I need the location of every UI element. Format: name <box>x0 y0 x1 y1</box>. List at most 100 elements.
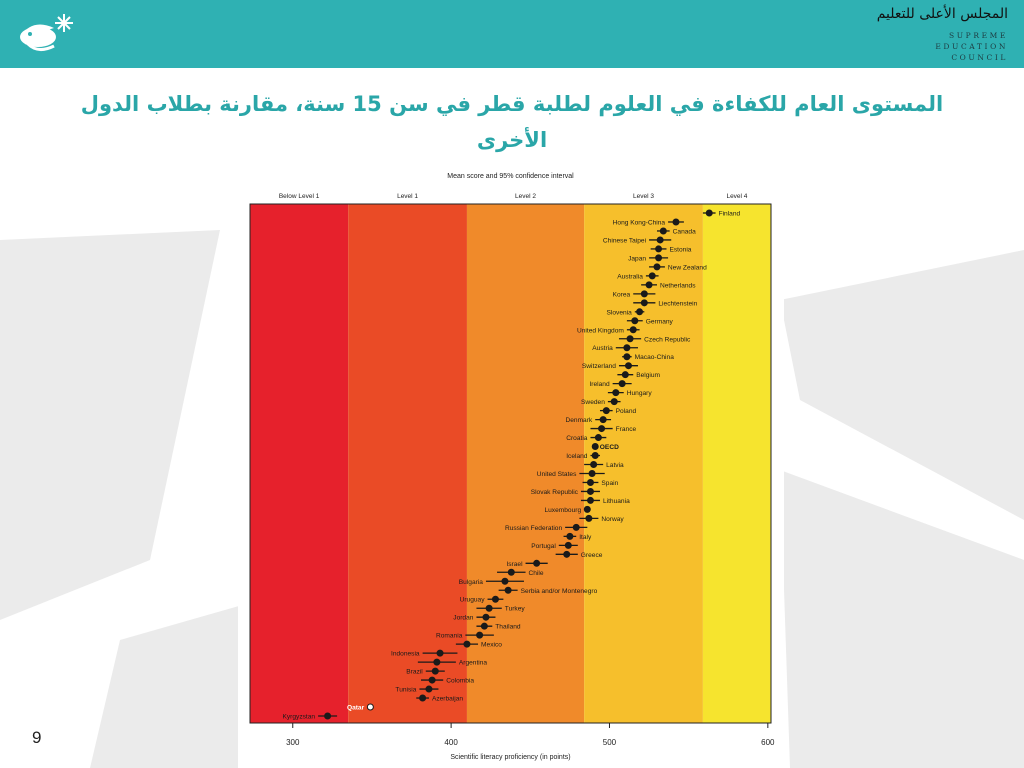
country-label: Sweden <box>581 399 605 406</box>
country-label: Indonesia <box>391 651 420 658</box>
country-label: Argentina <box>459 660 488 667</box>
country-label: Poland <box>616 408 637 415</box>
mean-marker <box>590 461 598 468</box>
country-label: Macao-China <box>635 354 675 361</box>
country-label: Croatia <box>566 435 588 442</box>
country-label: Serbia and/or Montenegro <box>521 588 598 595</box>
mean-marker <box>636 308 644 316</box>
mean-marker <box>585 514 593 522</box>
country-label: United States <box>537 471 577 478</box>
x-tick-label: 300 <box>286 738 300 747</box>
country-label: Belgium <box>636 372 660 379</box>
mean-marker <box>564 541 572 549</box>
mean-marker <box>428 676 436 684</box>
mean-marker <box>623 353 631 361</box>
country-label: Slovak Republic <box>531 489 579 496</box>
mean-marker <box>599 416 607 424</box>
country-label: New Zealand <box>668 264 707 271</box>
mean-marker <box>705 209 713 217</box>
country-label: Czech Republic <box>644 336 691 343</box>
country-label: Hungary <box>627 390 653 397</box>
x-tick-label: 400 <box>444 738 458 747</box>
mean-marker <box>533 559 541 567</box>
country-label: Brazil <box>406 669 423 676</box>
mean-marker <box>640 299 648 307</box>
country-label: Estonia <box>669 246 691 253</box>
mean-marker <box>591 452 599 460</box>
country-label: Chile <box>529 570 544 577</box>
country-label: Canada <box>673 228 696 235</box>
plot-frame <box>249 203 772 724</box>
band-label: Level 3 <box>633 193 654 200</box>
mean-marker <box>626 335 634 343</box>
country-label: Slovenia <box>607 309 633 316</box>
band-label: Level 1 <box>397 193 418 200</box>
mean-marker <box>653 263 661 271</box>
country-label: Colombia <box>446 678 474 685</box>
country-label: Lithuania <box>603 498 630 505</box>
mean-marker <box>433 658 441 666</box>
mean-marker <box>583 505 591 513</box>
mean-marker <box>610 398 618 406</box>
mean-marker <box>480 622 488 630</box>
country-label: Korea <box>613 291 631 298</box>
country-label: Thailand <box>495 624 521 631</box>
council-name-arabic: المجلس الأعلى للتعليم <box>876 6 1008 22</box>
mean-marker <box>655 245 663 253</box>
country-label: Mexico <box>481 642 502 649</box>
x-axis-label: Scientific literacy proficiency (in poin… <box>450 754 570 761</box>
page-number: 9 <box>32 728 42 747</box>
mean-marker <box>431 667 439 675</box>
mean-marker <box>507 568 515 576</box>
mean-marker <box>586 496 594 504</box>
proficiency-band <box>348 204 467 723</box>
mean-marker <box>659 227 667 235</box>
chart-panel: Mean score and 95% confidence interval Be… <box>238 166 784 768</box>
country-label: United Kingdom <box>577 327 624 334</box>
country-label: Tunisia <box>395 687 416 694</box>
mean-marker <box>598 425 606 433</box>
mean-marker <box>491 595 499 603</box>
mean-marker <box>648 272 656 280</box>
country-label: Azerbaijan <box>432 696 463 703</box>
mean-marker <box>572 523 580 531</box>
country-label: Luxembourg <box>544 507 581 514</box>
country-label: Ireland <box>589 381 609 388</box>
mean-marker <box>366 703 374 711</box>
country-label: Greece <box>581 552 603 559</box>
pisa-science-chart: Mean score and 95% confidence interval Be… <box>249 173 775 761</box>
mean-marker <box>501 577 509 585</box>
mean-marker <box>425 685 433 693</box>
mean-marker <box>623 344 631 352</box>
slide-title-line: المستوى العام للكفاءة في العلوم لطلبة قط… <box>80 92 944 152</box>
dove-star-logo-icon <box>20 14 73 51</box>
mean-marker <box>656 236 664 244</box>
country-label: Jordan <box>453 615 473 622</box>
mean-marker <box>621 371 629 379</box>
mean-marker <box>566 532 574 540</box>
country-label: Israel <box>506 561 523 568</box>
country-label: Iceland <box>566 453 588 460</box>
band-label: Below Level 1 <box>279 193 320 200</box>
mean-marker <box>631 317 639 325</box>
proficiency-band <box>466 204 585 723</box>
country-label: Spain <box>601 480 618 487</box>
mean-marker <box>629 326 637 334</box>
mean-marker <box>485 604 493 612</box>
mean-marker <box>672 218 680 226</box>
mean-marker <box>482 613 490 621</box>
country-label: Portugal <box>531 543 556 550</box>
council-name-line: EDUCATION <box>935 42 1008 51</box>
mean-marker <box>588 469 596 477</box>
country-label: Chinese Taipei <box>603 237 647 244</box>
country-label: Romania <box>436 633 463 640</box>
proficiency-band <box>702 204 771 723</box>
mean-marker <box>463 640 471 648</box>
country-label: Switzerland <box>582 363 616 370</box>
country-label: Bulgaria <box>459 579 484 586</box>
band-label: Level 2 <box>515 193 536 200</box>
country-label: Japan <box>628 255 646 262</box>
country-label: OECD <box>600 444 619 451</box>
mean-marker <box>612 389 620 397</box>
